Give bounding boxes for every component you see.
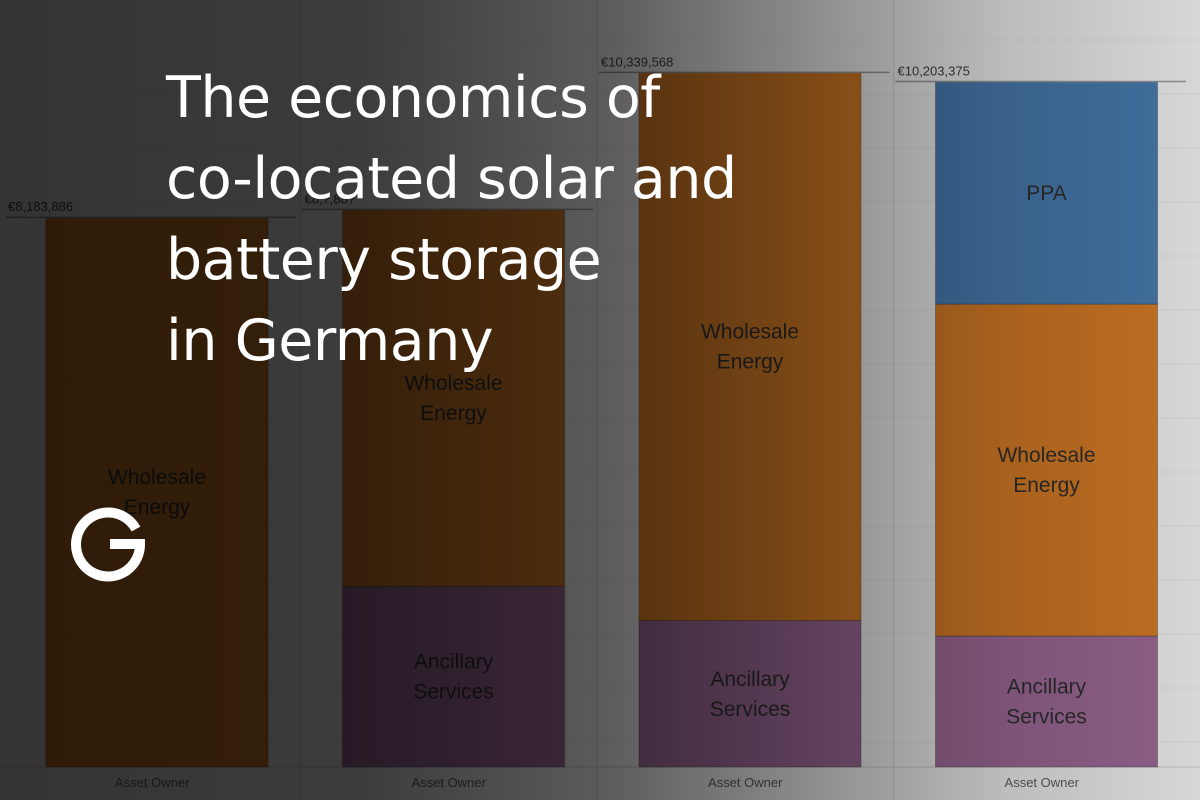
headline: The economics of co-located solar and ba… bbox=[166, 58, 866, 382]
x-tick-label: Asset Owner bbox=[115, 775, 190, 790]
headline-line-2: co-located solar and bbox=[166, 146, 737, 212]
total-label: €10,203,375 bbox=[898, 64, 970, 79]
segment-label: Energy bbox=[420, 402, 487, 425]
bar-segment bbox=[935, 303, 1158, 637]
x-tick-label: Asset Owner bbox=[708, 775, 783, 790]
bar-segment bbox=[638, 620, 862, 768]
segment-label: Ancillary bbox=[414, 651, 494, 674]
segment-label: Wholesale bbox=[997, 444, 1095, 467]
segment-label: PPA bbox=[1026, 182, 1066, 205]
total-label: €8,183,886 bbox=[8, 199, 73, 214]
headline-line-1: The economics of bbox=[166, 65, 660, 131]
headline-line-3: battery storage bbox=[166, 227, 602, 293]
segment-label: Ancillary bbox=[710, 668, 790, 691]
segment-label: Wholesale bbox=[108, 466, 206, 489]
x-tick-label: Asset Owner bbox=[1005, 775, 1080, 790]
headline-line-4: in Germany bbox=[166, 308, 494, 374]
x-tick-label: Asset Owner bbox=[412, 775, 487, 790]
segment-label: Services bbox=[413, 681, 494, 704]
segment-label: Services bbox=[1006, 705, 1087, 728]
segment-label: Ancillary bbox=[1007, 675, 1087, 698]
g-logo-icon bbox=[71, 507, 146, 582]
bar-segment bbox=[342, 585, 565, 768]
bar-segment bbox=[935, 635, 1158, 768]
segment-label: Energy bbox=[1013, 474, 1080, 497]
segment-label: Services bbox=[710, 698, 791, 721]
g-logo-mark bbox=[71, 507, 146, 582]
